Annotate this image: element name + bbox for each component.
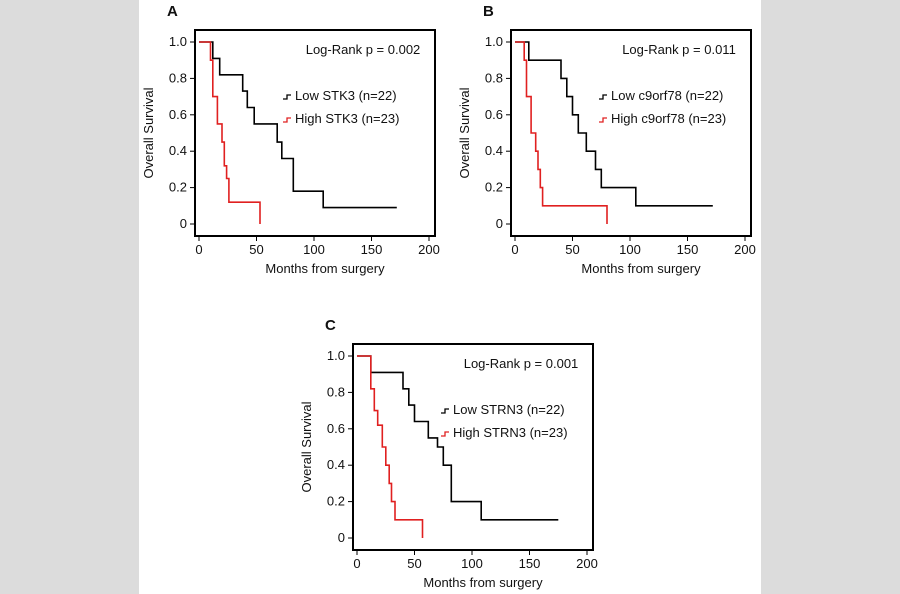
legend-entry: High c9orf78 (n=23) — [611, 111, 726, 126]
legend-swatch-icon — [599, 117, 607, 123]
legend-entry: Low c9orf78 (n=22) — [611, 88, 723, 103]
x-tick-label: 200 — [734, 242, 756, 257]
y-tick-label: 0.4 — [485, 143, 503, 158]
x-tick-label: 0 — [353, 556, 360, 571]
y-tick-label: 0.6 — [169, 107, 187, 122]
legend-swatch-icon — [441, 408, 449, 414]
y-tick-label: 0.8 — [485, 70, 503, 85]
legend-entry: High STRN3 (n=23) — [453, 425, 568, 440]
legend-entry: Low STRN3 (n=22) — [453, 402, 565, 417]
plot-frame — [510, 29, 752, 237]
km-plot-panel-c: C 0 0.2 0.4 0.6 0.8 1.0 0 50 100 150 200 Months from… — [299, 317, 598, 590]
y-tick-label: 1.0 — [485, 34, 503, 49]
km-plot-panel-b: B 0 0.2 0.4 0.6 0.8 1.0 0 50 100 150 200 Months from… — [457, 3, 756, 276]
legend-entry: Low STK3 (n=22) — [295, 88, 397, 103]
y-axis-title: Overall Survival — [141, 87, 156, 178]
y-tick-label: 1.0 — [327, 348, 345, 363]
x-tick-label: 200 — [418, 242, 440, 257]
km-plot-panel-a: A 0 0.2 0.4 0.6 0.8 1.0 0 50 100 150 200 Months from… — [141, 3, 440, 276]
y-tick-label: 0.8 — [327, 384, 345, 399]
x-tick-label: 150 — [361, 242, 383, 257]
y-tick-label: 0.4 — [327, 457, 345, 472]
x-tick-label: 50 — [565, 242, 579, 257]
survival-curve-low — [199, 41, 397, 209]
y-tick-label: 0 — [338, 530, 345, 545]
y-tick-label: 0.6 — [327, 421, 345, 436]
y-axis-title: Overall Survival — [299, 401, 314, 492]
x-tick-label: 100 — [461, 556, 483, 571]
x-tick-label: 200 — [576, 556, 598, 571]
y-tick-label: 0.2 — [169, 180, 187, 195]
x-axis-title: Months from surgery — [265, 261, 385, 276]
x-tick-label: 0 — [511, 242, 518, 257]
figure-container: A 0 0.2 0.4 0.6 0.8 1.0 0 50 100 150 200 Months from… — [139, 0, 761, 594]
y-axis-title: Overall Survival — [457, 87, 472, 178]
log-rank-pvalue: Log-Rank p = 0.002 — [306, 42, 421, 57]
legend-swatch-icon — [283, 94, 291, 100]
plot-frame — [352, 343, 594, 551]
survival-curve-high — [515, 41, 608, 224]
survival-curve-high — [357, 355, 424, 538]
x-tick-label: 0 — [195, 242, 202, 257]
panel-label: A — [167, 3, 178, 20]
y-tick-label: 0.2 — [485, 180, 503, 195]
y-tick-label: 0 — [180, 216, 187, 231]
legend-entry: High STK3 (n=23) — [295, 111, 399, 126]
survival-curve-high — [199, 41, 261, 224]
x-tick-label: 150 — [677, 242, 699, 257]
x-tick-label: 50 — [407, 556, 421, 571]
x-tick-label: 50 — [249, 242, 263, 257]
plot-frame — [194, 29, 436, 237]
panel-label: C — [325, 317, 336, 334]
legend-swatch-icon — [441, 431, 449, 437]
survival-curve-low — [515, 41, 713, 207]
survival-curve-low — [357, 355, 559, 521]
x-axis-title: Months from surgery — [423, 575, 543, 590]
x-axis-title: Months from surgery — [581, 261, 701, 276]
y-tick-label: 1.0 — [169, 34, 187, 49]
y-tick-label: 0.6 — [485, 107, 503, 122]
legend-swatch-icon — [599, 94, 607, 100]
panel-label: B — [483, 3, 494, 20]
x-tick-label: 150 — [519, 556, 541, 571]
log-rank-pvalue: Log-Rank p = 0.011 — [622, 42, 736, 57]
y-tick-label: 0.4 — [169, 143, 187, 158]
y-tick-label: 0.2 — [327, 494, 345, 509]
x-tick-label: 100 — [619, 242, 641, 257]
log-rank-pvalue: Log-Rank p = 0.001 — [464, 356, 579, 371]
x-tick-label: 100 — [303, 242, 325, 257]
legend-swatch-icon — [283, 117, 291, 123]
y-tick-label: 0 — [496, 216, 503, 231]
y-tick-label: 0.8 — [169, 70, 187, 85]
